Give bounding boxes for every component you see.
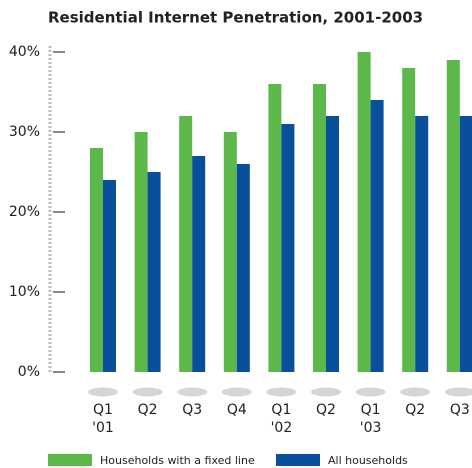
y-tick-label: 0%: [18, 364, 40, 380]
x-tick-label: Q3: [450, 402, 470, 418]
bar: [326, 116, 339, 372]
bar: [357, 52, 371, 372]
legend-label: Households with a fixed line: [100, 454, 255, 467]
x-tick-label: Q2: [316, 402, 336, 418]
bar: [313, 84, 326, 372]
x-tick-label: Q2: [138, 402, 158, 418]
x-tick-label: Q2: [405, 402, 425, 418]
x-tick-label: Q4: [227, 402, 247, 418]
bar: [268, 84, 282, 372]
x-tick-label: Q1'01: [92, 402, 114, 436]
bar: [103, 180, 116, 372]
y-tick-label: 10%: [9, 284, 40, 300]
bar: [402, 68, 416, 372]
category-marker: [311, 387, 341, 397]
bar: [147, 172, 161, 372]
category-marker: [132, 387, 163, 397]
y-tick-label: 40%: [9, 44, 40, 60]
category-marker: [177, 387, 208, 397]
category-marker: [400, 387, 431, 397]
category-marker: [221, 387, 252, 397]
bar: [223, 132, 237, 372]
y-tick-label: 30%: [9, 124, 40, 140]
bar: [370, 100, 384, 372]
bar: [192, 156, 206, 372]
bar: [90, 148, 103, 372]
legend-swatch: [276, 454, 320, 466]
bar: [281, 124, 295, 372]
legend-swatch: [48, 454, 92, 466]
x-tick-label: Q1'03: [360, 402, 382, 436]
category-marker: [88, 387, 118, 397]
category-marker: [355, 387, 386, 397]
bar: [446, 60, 460, 372]
category-marker: [266, 387, 297, 397]
legend-label: All households: [328, 454, 408, 467]
x-tick-label: Q1'02: [271, 402, 293, 436]
bar: [236, 164, 250, 372]
bar: [179, 116, 193, 372]
bar: [134, 132, 148, 372]
category-marker: [444, 387, 472, 397]
x-tick-label: Q3: [182, 402, 202, 418]
bar: [459, 116, 472, 372]
bar: [415, 116, 429, 372]
y-tick-label: 20%: [9, 204, 40, 220]
chart-title: Residential Internet Penetration, 2001-2…: [48, 9, 423, 27]
